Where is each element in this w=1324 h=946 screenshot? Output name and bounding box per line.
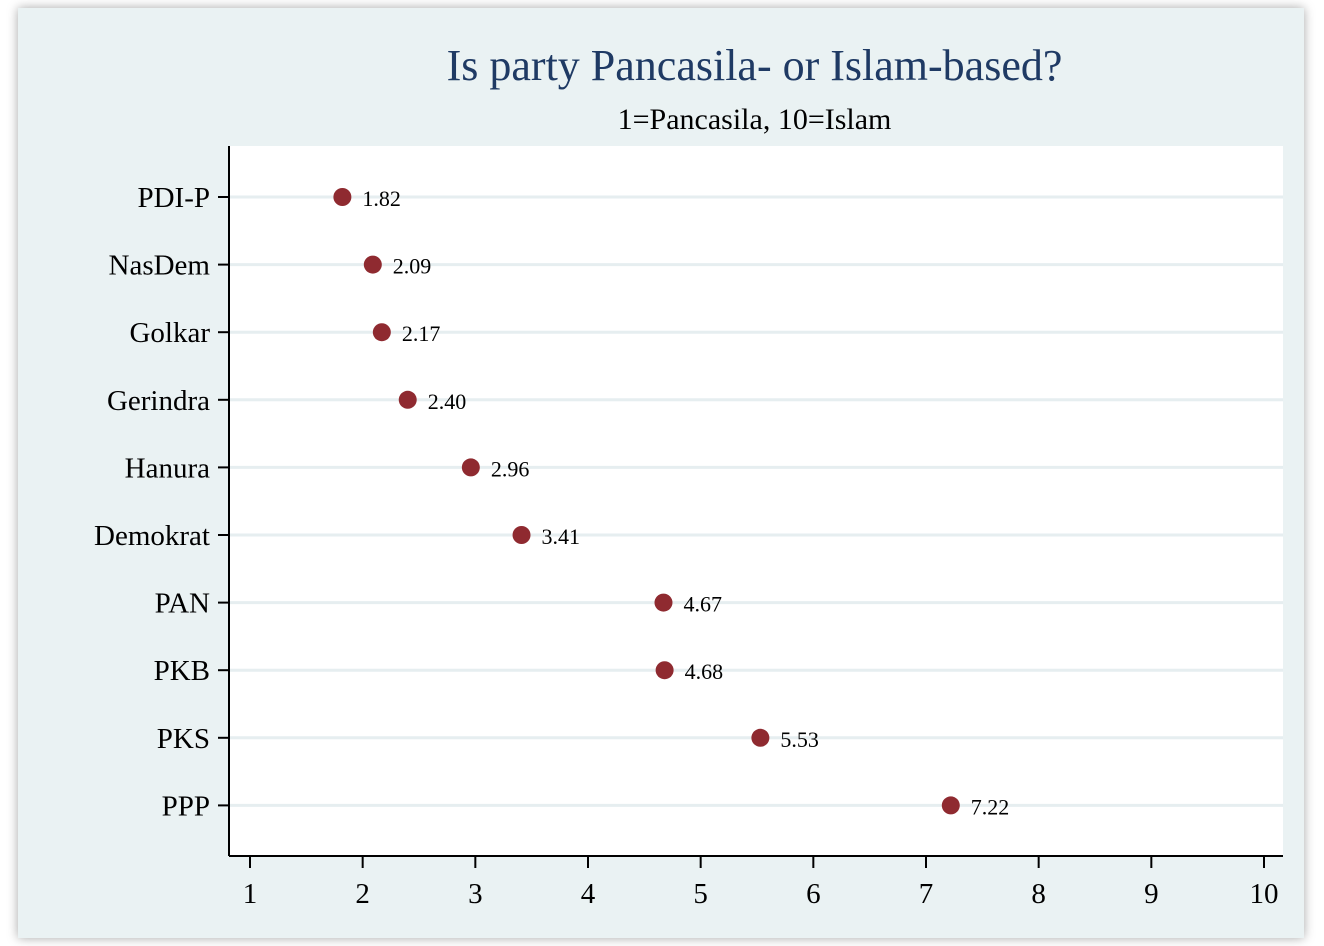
data-label-pan: 4.67: [683, 592, 722, 617]
data-point-pan: [654, 593, 673, 612]
chart-title: Is party Pancasila- or Islam-based?: [446, 41, 1063, 90]
x-tick-label-4: 4: [581, 878, 596, 910]
y-tick-label-nasdem: NasDem: [109, 250, 211, 282]
chart-subtitle: 1=Pancasila, 10=Islam: [617, 103, 892, 136]
data-label-pdi-p: 1.82: [362, 186, 401, 211]
data-point-nasdem: [363, 255, 382, 274]
y-tick-label-pan: PAN: [155, 588, 210, 620]
y-tick-label-pkb: PKB: [154, 655, 210, 687]
x-tick-label-9: 9: [1144, 878, 1159, 910]
data-label-golkar: 2.17: [402, 321, 441, 346]
y-tick-label-hanura: Hanura: [125, 452, 210, 484]
x-tick-label-3: 3: [468, 878, 483, 910]
x-tick-label-6: 6: [806, 878, 821, 910]
y-tick-label-ppp: PPP: [162, 790, 210, 822]
x-tick-label-5: 5: [693, 878, 708, 910]
x-tick-label-1: 1: [243, 878, 258, 910]
y-tick-label-golkar: Golkar: [129, 317, 210, 349]
data-label-demokrat: 3.41: [542, 524, 581, 549]
data-point-pks: [751, 728, 770, 747]
data-label-pkb: 4.68: [685, 659, 724, 684]
data-point-pkb: [655, 661, 674, 680]
x-tick-label-7: 7: [919, 878, 934, 910]
x-tick-label-10: 10: [1250, 878, 1279, 910]
data-point-ppp: [941, 796, 960, 815]
data-point-gerindra: [398, 390, 417, 409]
data-label-hanura: 2.96: [491, 456, 530, 481]
x-tick-label-8: 8: [1031, 878, 1046, 910]
data-label-ppp: 7.22: [971, 794, 1010, 819]
data-point-demokrat: [512, 526, 531, 544]
data-label-nasdem: 2.09: [393, 254, 432, 279]
data-point-pdi-p: [333, 188, 352, 206]
data-point-golkar: [372, 323, 391, 342]
y-tick-label-demokrat: Demokrat: [94, 520, 210, 552]
x-tick-label-2: 2: [355, 878, 370, 910]
y-tick-label-pdi-p: PDI-P: [137, 182, 210, 214]
data-label-gerindra: 2.40: [428, 389, 467, 414]
data-label-pks: 5.53: [780, 727, 819, 752]
plot-area: [229, 146, 1283, 856]
y-tick-label-gerindra: Gerindra: [107, 385, 210, 417]
y-tick-label-pks: PKS: [157, 723, 210, 755]
data-point-hanura: [461, 458, 480, 477]
